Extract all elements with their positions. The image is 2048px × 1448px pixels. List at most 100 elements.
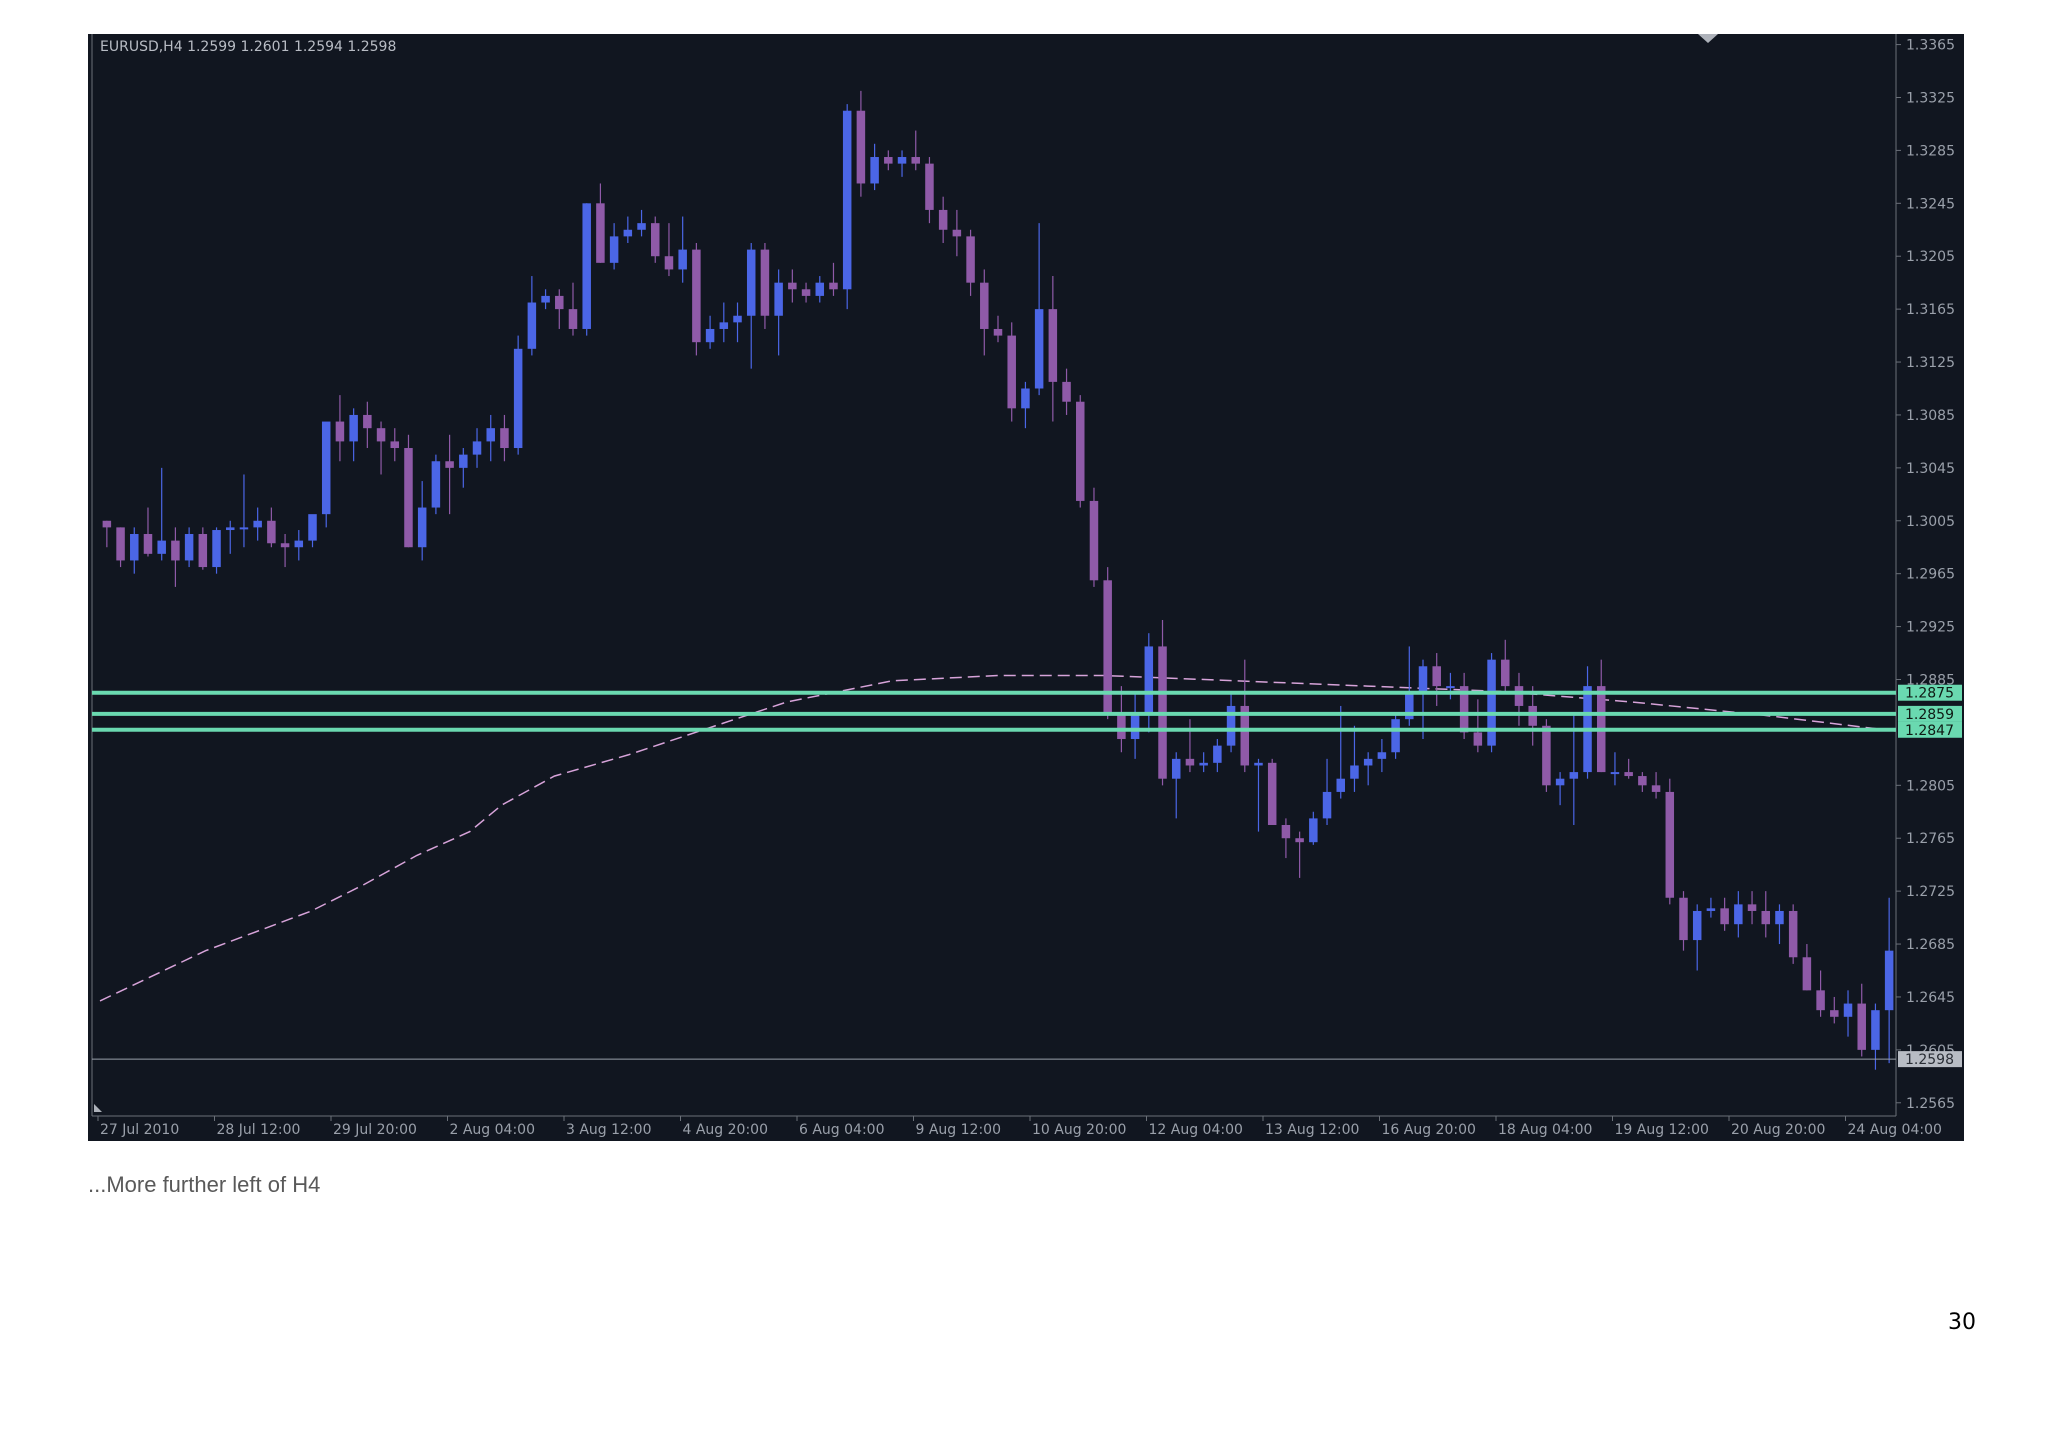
level-price-tag <box>1898 721 1962 738</box>
candle-body <box>760 249 770 316</box>
candle-body <box>1884 950 1894 1011</box>
candle-body <box>1405 692 1414 720</box>
candle-body <box>1720 908 1729 925</box>
x-tick-label: 12 Aug 04:00 <box>1149 1122 1243 1138</box>
candle-body <box>1130 712 1140 740</box>
candle-body <box>1843 1003 1853 1017</box>
candle-body <box>856 110 866 184</box>
candle-body <box>1062 381 1071 402</box>
x-tick-label: 6 Aug 04:00 <box>799 1122 885 1138</box>
candle-body <box>472 441 482 455</box>
chart-svg: EURUSD,H4 1.2599 1.2601 1.2594 1.2598 1.3… <box>91 34 1962 1138</box>
level-price-label: 1.2859 <box>1905 707 1954 723</box>
x-tick-label: 9 Aug 12:00 <box>916 1122 1002 1138</box>
candle-body <box>1816 990 1825 1011</box>
candle-body <box>404 448 413 548</box>
candle-body <box>1542 725 1551 786</box>
candle-body <box>582 203 591 329</box>
candle-body <box>774 282 783 316</box>
y-tick-label: 1.3165 <box>1906 302 1955 318</box>
candle-body <box>1761 910 1771 925</box>
candle-body <box>459 454 468 468</box>
candle-body <box>884 157 893 164</box>
candle-body <box>1679 897 1688 941</box>
candle-body <box>1473 732 1483 746</box>
candle-body <box>1267 762 1277 825</box>
candle-body <box>1144 646 1154 713</box>
x-tick-label: 29 Jul 20:00 <box>333 1122 417 1138</box>
candle-body <box>116 527 125 561</box>
candle-body <box>1281 824 1291 839</box>
candle-body <box>980 282 989 329</box>
candle-body <box>925 163 934 210</box>
candle-body <box>1747 904 1757 911</box>
x-tick-label: 2 Aug 04:00 <box>450 1122 536 1138</box>
candle-body <box>746 249 756 316</box>
candle-body <box>253 520 262 528</box>
candle-body <box>1459 686 1469 733</box>
candle-body <box>1185 758 1195 766</box>
candle-body <box>1665 791 1675 898</box>
moving-average-line <box>99 674 1897 1002</box>
candle-body <box>1240 705 1250 766</box>
candle-body <box>1363 758 1373 766</box>
x-tick-label: 4 Aug 20:00 <box>683 1122 769 1138</box>
candle-body <box>719 322 729 329</box>
scroll-marker-icon <box>1698 34 1718 43</box>
candle-body <box>815 282 825 296</box>
candle-body <box>993 328 1003 336</box>
candle-body <box>143 533 153 554</box>
candle-body <box>1034 309 1044 389</box>
candle-body <box>280 543 290 548</box>
y-tick-label: 1.3085 <box>1906 408 1955 424</box>
y-tick-label: 1.3045 <box>1906 461 1955 477</box>
candle-body <box>596 203 605 263</box>
y-tick-label: 1.2765 <box>1906 831 1955 847</box>
candle-body <box>445 461 454 468</box>
x-tick-label: 20 Aug 20:00 <box>1731 1122 1825 1138</box>
candle-body <box>952 229 962 237</box>
y-tick-label: 1.2925 <box>1906 620 1955 636</box>
candle-body <box>1336 778 1345 792</box>
candle-body <box>1501 659 1510 687</box>
y-tick-label: 1.3325 <box>1906 90 1955 106</box>
candle-body <box>1226 705 1236 746</box>
y-tick-label: 1.3245 <box>1906 196 1955 212</box>
candle-body <box>1418 666 1428 693</box>
candle-body <box>1706 908 1716 911</box>
candle-body <box>541 295 550 303</box>
candle-body <box>829 282 838 290</box>
level-price-tag <box>1898 705 1962 722</box>
x-tick-label: 24 Aug 04:00 <box>1848 1122 1942 1138</box>
candle-body <box>842 110 852 290</box>
x-tick-label: 19 Aug 12:00 <box>1615 1122 1709 1138</box>
candle-body <box>678 249 687 270</box>
candle-body <box>1610 772 1620 775</box>
y-tick-label: 1.2725 <box>1906 884 1955 900</box>
candle-body <box>1857 1003 1866 1050</box>
candle-body <box>1103 580 1112 713</box>
candle-body <box>1432 666 1441 687</box>
candle-body <box>1802 957 1812 991</box>
candle-body <box>1213 745 1222 763</box>
candle-body <box>417 507 427 548</box>
y-tick-label: 1.2965 <box>1906 567 1955 583</box>
candle-body <box>171 540 180 561</box>
candle-body <box>1788 910 1798 958</box>
y-tick-label: 1.3205 <box>1906 249 1955 265</box>
y-tick-label: 1.3005 <box>1906 514 1955 530</box>
y-tick-label: 1.2685 <box>1906 937 1955 953</box>
candle-body <box>1048 309 1058 382</box>
x-tick-label: 28 Jul 12:00 <box>217 1122 301 1138</box>
candle-body <box>184 533 194 561</box>
page-number: 30 <box>1948 1310 1976 1335</box>
candle-body <box>1871 1010 1880 1050</box>
candle-body <box>1487 659 1496 746</box>
candle-body <box>1638 776 1647 786</box>
candle-body <box>376 428 386 442</box>
level-price-tag <box>1898 684 1962 701</box>
chart-header: EURUSD,H4 1.2599 1.2601 1.2594 1.2598 <box>100 39 396 55</box>
candle-body <box>1117 712 1126 740</box>
candle-body <box>623 229 633 237</box>
candle-body <box>1171 758 1181 779</box>
